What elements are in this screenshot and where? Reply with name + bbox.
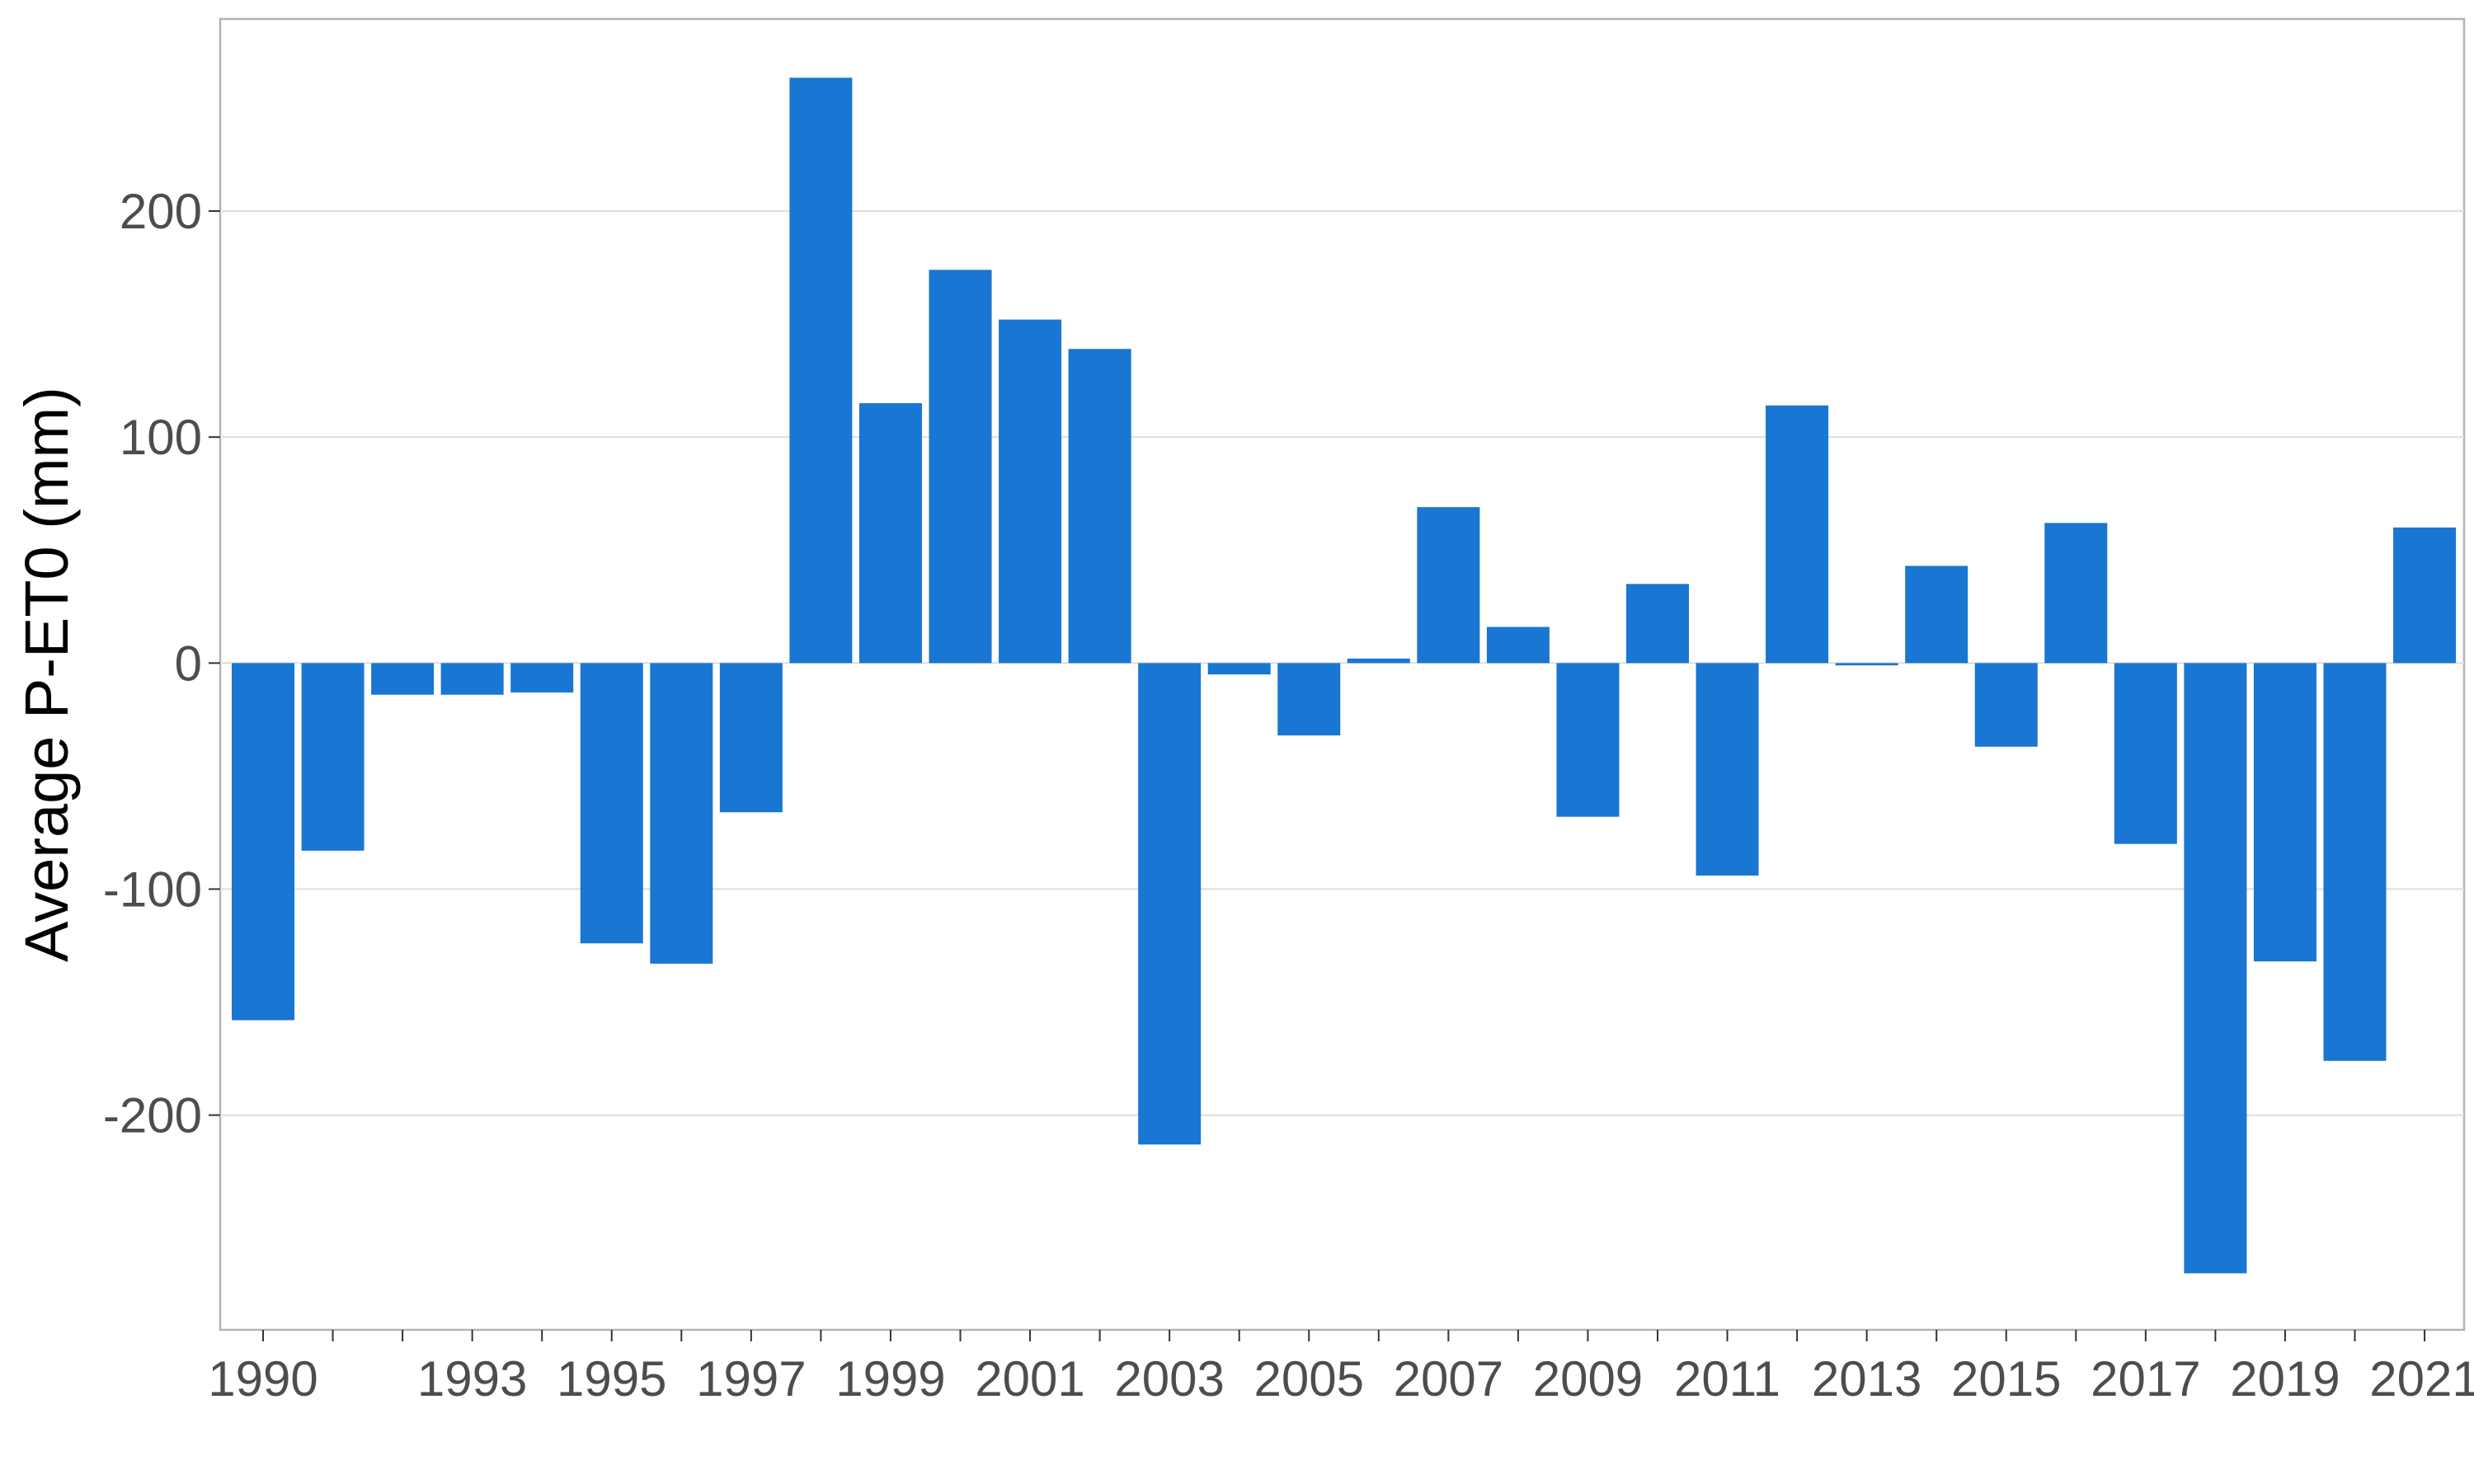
bar-2017 <box>2114 663 2177 844</box>
bar-2000 <box>929 270 992 664</box>
bar-2021 <box>2393 527 2457 664</box>
y-tick-label: -100 <box>103 862 202 917</box>
bar-1991 <box>301 663 365 851</box>
bar-1990 <box>232 663 294 1021</box>
x-tick-label: 2013 <box>1812 1351 1921 1407</box>
y-axis-title: Average P-ET0 (mm) <box>12 387 81 962</box>
bar-2015 <box>1974 663 2038 747</box>
bar-1995 <box>580 663 643 944</box>
x-tick-label: 2001 <box>975 1351 1084 1407</box>
bar-1999 <box>858 403 922 664</box>
bar-2005 <box>1277 663 1341 736</box>
bar-2001 <box>999 319 1062 664</box>
x-axis-ticks: 1990 1993 1995 1997 1999 2001 2003 2005 2007 2009… <box>208 1330 2474 1407</box>
bar-2014 <box>1905 566 1968 664</box>
bar-2006 <box>1347 658 1410 664</box>
x-tick-label: 1990 <box>208 1351 317 1407</box>
x-tick-label: 2017 <box>2091 1351 2200 1407</box>
x-tick-label: 2005 <box>1254 1351 1364 1407</box>
bar-2013 <box>1835 663 1898 666</box>
bar-1993 <box>440 663 504 695</box>
bar-2019 <box>2253 663 2316 962</box>
bar-2012 <box>1766 405 1829 664</box>
y-tick-label: 200 <box>120 184 202 239</box>
bar-2010 <box>1626 584 1689 664</box>
bar-1997 <box>719 663 783 813</box>
x-tick-label: 1993 <box>417 1351 527 1407</box>
y-tick-label: -200 <box>103 1088 202 1144</box>
x-tick-label: 1997 <box>696 1351 806 1407</box>
x-tick-label: 2007 <box>1394 1351 1503 1407</box>
x-tick-label: 2003 <box>1114 1351 1224 1407</box>
bar-2008 <box>1486 627 1550 664</box>
bar-2018 <box>2184 663 2247 1274</box>
bar-2016 <box>2044 523 2108 664</box>
bar-2004 <box>1207 663 1271 674</box>
y-tick-label: 0 <box>175 636 202 691</box>
bar-2020 <box>2323 663 2387 1061</box>
x-tick-label: 1995 <box>557 1351 666 1407</box>
bar-2003 <box>1138 663 1202 1145</box>
x-tick-label: 2011 <box>1674 1351 1780 1407</box>
y-axis-ticks: -200 -100 0 100 200 <box>103 184 220 1144</box>
bar-2009 <box>1556 663 1620 817</box>
bar-1994 <box>510 663 574 693</box>
x-tick-label: 2019 <box>2230 1351 2340 1407</box>
bar-1998 <box>789 77 853 664</box>
bar-2002 <box>1068 349 1131 664</box>
bars <box>232 77 2457 1274</box>
bar-1996 <box>650 663 713 964</box>
y-tick-label: 100 <box>120 410 202 465</box>
bar-2007 <box>1417 507 1480 664</box>
bar-1992 <box>371 663 435 695</box>
x-tick-label: 2009 <box>1533 1351 1643 1407</box>
bar-2011 <box>1696 663 1759 876</box>
x-tick-label: 2015 <box>1951 1351 2061 1407</box>
x-tick-label: 1999 <box>835 1351 945 1407</box>
x-tick-label: 2021 <box>2369 1351 2474 1407</box>
